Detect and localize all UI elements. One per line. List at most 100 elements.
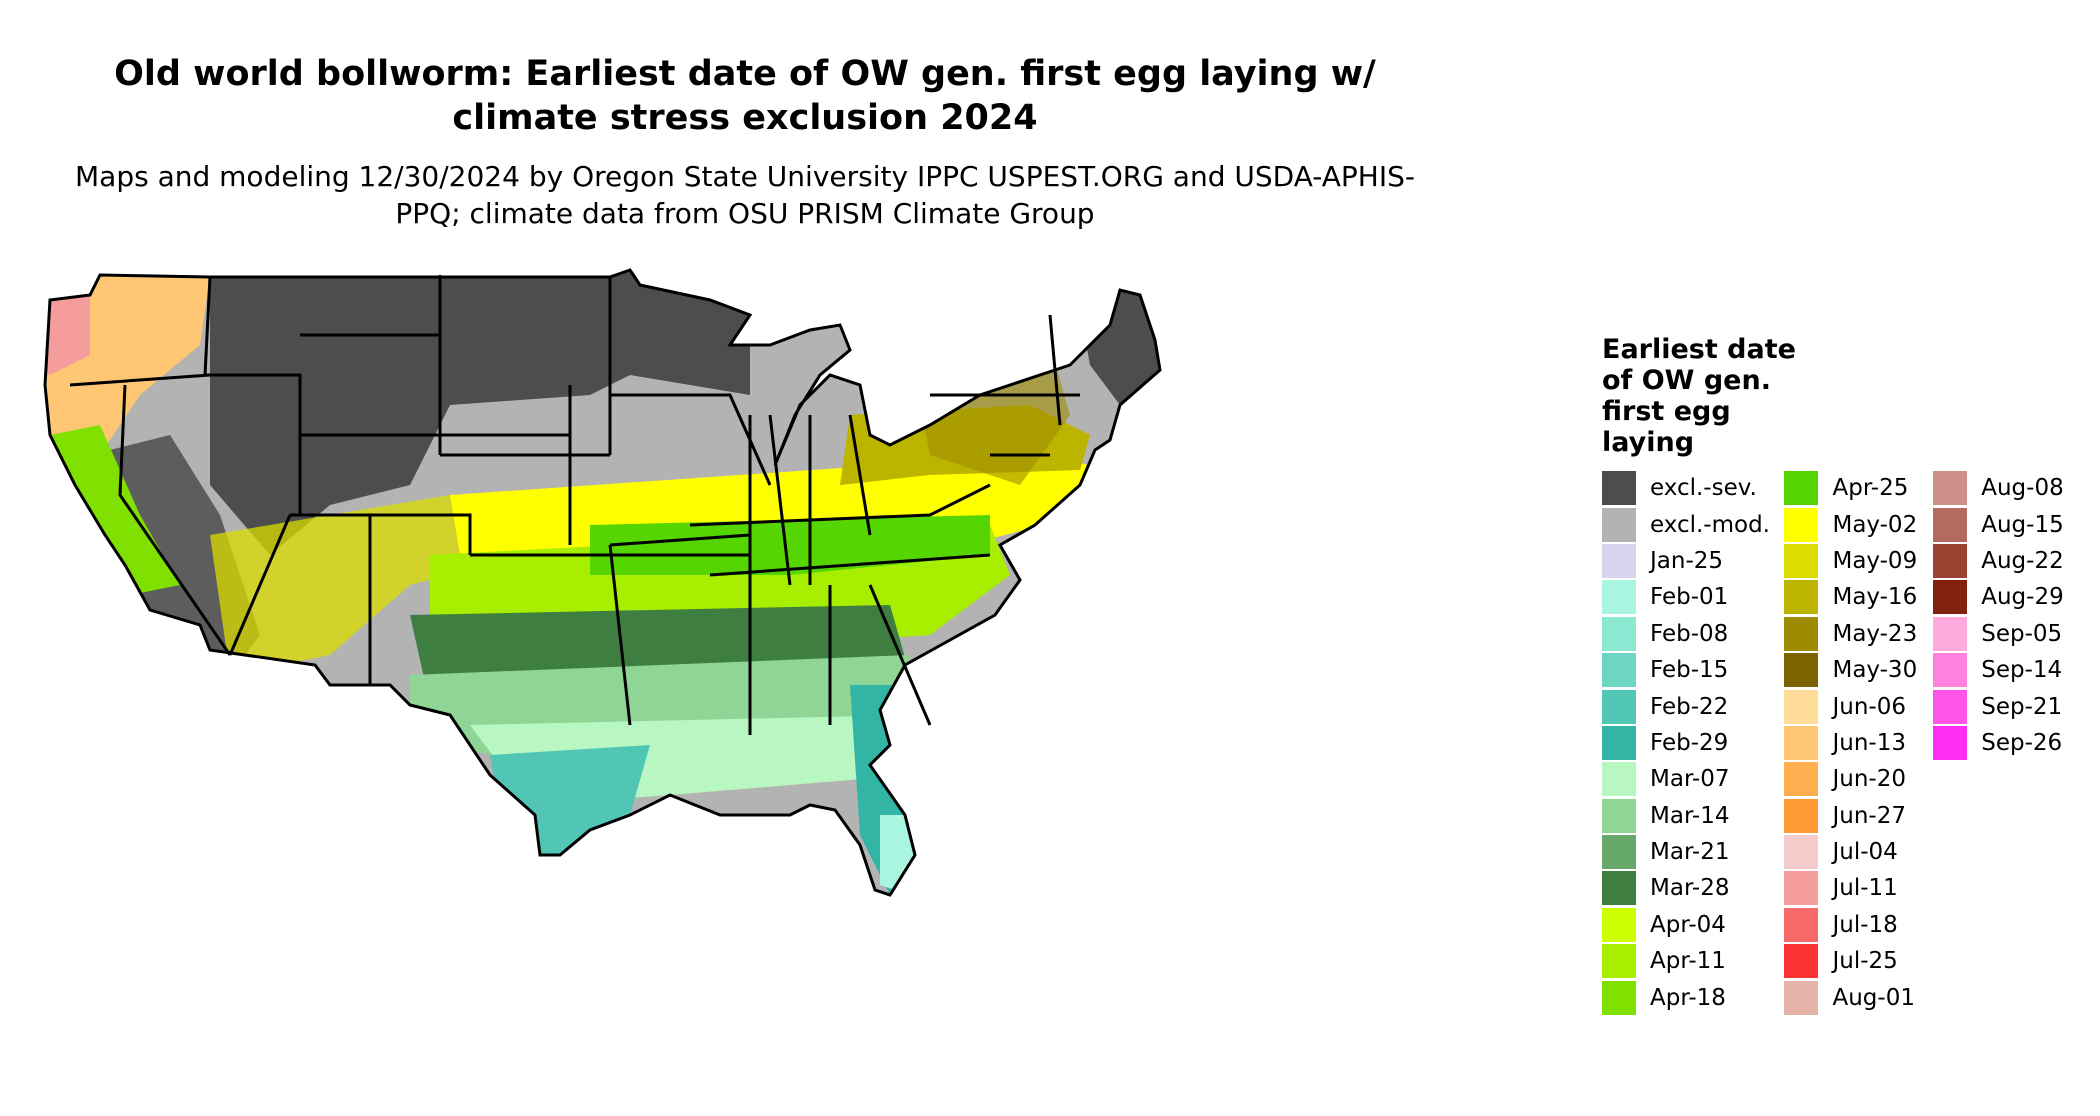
legend-column-2: Apr-25 May-02 May-09 May-16 May-23 May-30 Jun-… bbox=[1784, 470, 1933, 1016]
legend-item: Jul-25 bbox=[1784, 943, 1933, 979]
legend-label: Feb-29 bbox=[1650, 729, 1729, 756]
legend-swatch bbox=[1784, 944, 1819, 979]
legend-swatch bbox=[1784, 798, 1819, 833]
legend-item: Jun-20 bbox=[1784, 761, 1933, 797]
legend-label: May-09 bbox=[1832, 547, 1918, 574]
legend-item: Jan-25 bbox=[1602, 543, 1784, 579]
legend-label: Sep-14 bbox=[1981, 657, 2063, 684]
legend-swatch bbox=[1933, 471, 1968, 506]
legend-label: Jun-20 bbox=[1832, 766, 1906, 793]
legend-swatch bbox=[1933, 653, 1968, 688]
legend-label: Apr-04 bbox=[1650, 911, 1726, 938]
legend-item: Jul-11 bbox=[1784, 870, 1933, 906]
legend-item: Mar-07 bbox=[1602, 761, 1784, 797]
legend-item: Jul-04 bbox=[1784, 834, 1933, 870]
legend-item: Feb-01 bbox=[1602, 579, 1784, 615]
legend-label: Feb-15 bbox=[1650, 657, 1729, 684]
legend-label: Feb-01 bbox=[1650, 584, 1729, 611]
legend-item: Jun-13 bbox=[1784, 725, 1933, 761]
legend-swatch bbox=[1933, 580, 1968, 615]
legend-label: May-23 bbox=[1832, 620, 1918, 647]
legend-item: Sep-14 bbox=[1933, 652, 2082, 688]
legend-label: May-02 bbox=[1832, 511, 1918, 538]
legend-item: excl.-mod. bbox=[1602, 506, 1784, 542]
legend-item: Apr-11 bbox=[1602, 943, 1784, 979]
legend-item: Jun-06 bbox=[1784, 688, 1933, 724]
legend-column-3: Aug-08 Aug-15 Aug-22 Aug-29 Sep-05 Sep-14 Sep-… bbox=[1933, 470, 2082, 1016]
legend-item: Sep-21 bbox=[1933, 688, 2082, 724]
legend-swatch bbox=[1602, 980, 1636, 1015]
legend-swatch bbox=[1784, 471, 1819, 506]
legend-label: Mar-14 bbox=[1650, 802, 1730, 829]
legend-label: Aug-01 bbox=[1832, 984, 1915, 1011]
legend-item: Apr-18 bbox=[1602, 979, 1784, 1015]
legend-label: Jul-04 bbox=[1832, 839, 1898, 866]
legend-label: Jun-06 bbox=[1832, 693, 1906, 720]
legend-item: May-16 bbox=[1784, 579, 1933, 615]
legend-label: Sep-05 bbox=[1981, 620, 2063, 647]
legend-item: Feb-22 bbox=[1602, 688, 1784, 724]
legend-item: Aug-15 bbox=[1933, 506, 2082, 542]
legend-label: Apr-18 bbox=[1650, 984, 1726, 1011]
legend-item: Sep-05 bbox=[1933, 616, 2082, 652]
legend-swatch bbox=[1784, 653, 1819, 688]
legend-label: Apr-11 bbox=[1650, 948, 1726, 975]
legend-item: Jul-18 bbox=[1784, 907, 1933, 943]
legend-swatch bbox=[1602, 689, 1636, 724]
legend-swatch bbox=[1933, 543, 1968, 578]
legend-label: Jun-27 bbox=[1832, 802, 1906, 829]
legend-swatch bbox=[1602, 543, 1636, 578]
legend-label: Jul-18 bbox=[1832, 911, 1898, 938]
legend-item: May-23 bbox=[1784, 616, 1933, 652]
legend-label: Mar-28 bbox=[1650, 875, 1730, 902]
legend-item: Aug-01 bbox=[1784, 979, 1933, 1015]
legend-item: Apr-25 bbox=[1784, 470, 1933, 506]
legend-swatch bbox=[1784, 835, 1819, 870]
legend-swatch bbox=[1784, 580, 1819, 615]
legend-item: Feb-29 bbox=[1602, 725, 1784, 761]
legend-swatch bbox=[1602, 835, 1636, 870]
us-map-canvas bbox=[43, 268, 1162, 897]
legend-swatch bbox=[1784, 507, 1819, 542]
legend-item: May-02 bbox=[1784, 506, 1933, 542]
legend-swatch bbox=[1784, 980, 1819, 1015]
legend-label: Feb-22 bbox=[1650, 693, 1729, 720]
map-subtitle: Maps and modeling 12/30/2024 by Oregon S… bbox=[75, 160, 1415, 230]
legend-label: Sep-21 bbox=[1981, 693, 2063, 720]
legend-label: May-30 bbox=[1832, 657, 1918, 684]
state-borders bbox=[43, 268, 1162, 897]
legend-label: Aug-22 bbox=[1981, 547, 2064, 574]
legend-label: excl.-mod. bbox=[1650, 511, 1770, 538]
legend-item: Sep-26 bbox=[1933, 725, 2082, 761]
legend-swatch bbox=[1784, 616, 1819, 651]
legend-swatch bbox=[1602, 653, 1636, 688]
legend-swatch bbox=[1602, 944, 1636, 979]
legend-item: Mar-28 bbox=[1602, 870, 1784, 906]
legend-columns: excl.-sev. excl.-mod. Jan-25 Feb-01 Feb-08 Fe… bbox=[1602, 470, 2082, 1016]
legend-title: Earliest date of OW gen. first egg layin… bbox=[1602, 334, 1796, 458]
legend-swatch bbox=[1933, 689, 1968, 724]
legend-swatch bbox=[1602, 907, 1636, 942]
legend-swatch bbox=[1933, 725, 1968, 760]
legend-label: Apr-25 bbox=[1832, 475, 1909, 502]
legend-swatch bbox=[1602, 471, 1636, 506]
legend-swatch bbox=[1602, 871, 1636, 906]
us-map bbox=[30, 255, 1510, 1095]
legend-item: Feb-15 bbox=[1602, 652, 1784, 688]
map-fill bbox=[45, 270, 1160, 895]
legend-swatch bbox=[1602, 798, 1636, 833]
legend-item: Aug-22 bbox=[1933, 543, 2082, 579]
legend-label: Feb-08 bbox=[1650, 620, 1729, 647]
legend-swatch bbox=[1784, 689, 1819, 724]
legend-swatch bbox=[1602, 507, 1636, 542]
legend-column-1: excl.-sev. excl.-mod. Jan-25 Feb-01 Feb-08 Fe… bbox=[1602, 470, 1784, 1016]
legend-item: May-09 bbox=[1784, 543, 1933, 579]
legend-swatch bbox=[1784, 725, 1819, 760]
legend-item: Jun-27 bbox=[1784, 798, 1933, 834]
legend-swatch bbox=[1933, 507, 1968, 542]
legend-label: Jun-13 bbox=[1832, 729, 1906, 756]
legend-label: Mar-07 bbox=[1650, 766, 1730, 793]
legend-swatch bbox=[1602, 616, 1636, 651]
map-title: Old world bollworm: Earliest date of OW … bbox=[114, 54, 1376, 138]
legend-item: Mar-14 bbox=[1602, 798, 1784, 834]
